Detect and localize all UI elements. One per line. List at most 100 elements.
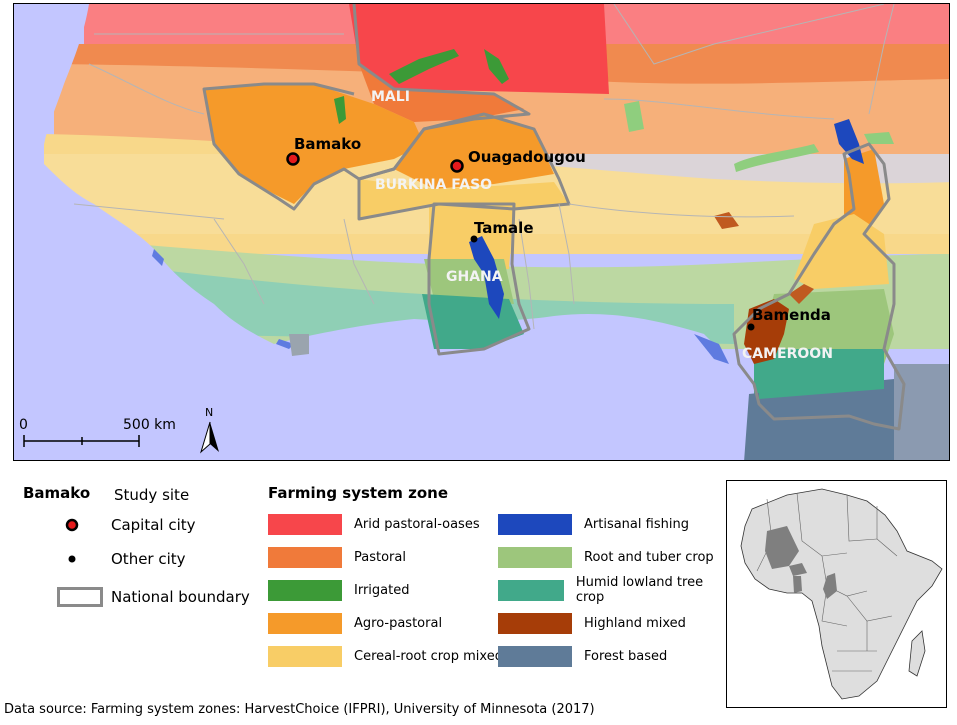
farming-zone-legend-title: Farming system zone [268, 484, 449, 502]
green-patch-chad [864, 132, 894, 144]
study-site-sample: Bamako [23, 484, 91, 502]
main-map: Bamako Ouagadougou Tamale Bamenda MALI B… [13, 3, 950, 461]
other-city-label: Other city [111, 550, 186, 568]
ghana-fishing [469, 236, 504, 319]
city-marker-bamenda [747, 323, 755, 331]
north-arrow-right [210, 422, 219, 452]
zone-legend-label: Highland mixed [584, 615, 686, 631]
cameroon-root [764, 289, 894, 364]
zone-legend-item: Root and tuber crop [498, 545, 714, 569]
green-strip-east [734, 144, 819, 172]
border-togo [518, 218, 535, 330]
border-west-1 [88, 63, 205, 115]
inset-cameroon [823, 573, 837, 599]
city-label-bamako: Bamako [294, 135, 361, 153]
data-source-note: Data source: Farming system zones: Harve… [4, 702, 595, 717]
highland-north-strip [789, 284, 814, 304]
national-boundary-label: National boundary [111, 588, 250, 606]
ib-4 [876, 506, 898, 557]
zone-legend-item: Arid pastoral-oases [268, 512, 480, 536]
capital-marker-bamako [286, 152, 300, 166]
north-arrow-icon: N [200, 406, 219, 454]
zone-legend-item: Forest based [498, 644, 667, 668]
national-boundary-swatch [57, 587, 103, 607]
coast-fishing-liberia [276, 339, 294, 349]
ib-6 [821, 585, 848, 627]
minor-borders [73, 4, 895, 330]
border-west-2 [73, 203, 225, 220]
inset-borders [756, 492, 898, 672]
capital-city-label: Capital city [111, 516, 196, 534]
country-label-cameroon: CAMEROON [742, 346, 833, 362]
scale-label-start: 0 [19, 417, 28, 433]
zone-legend-label: Pastoral [354, 549, 406, 565]
north-arrow-label: N [205, 406, 213, 419]
cameroon-agro-pastoral [844, 149, 884, 234]
mali [204, 4, 609, 204]
ghana-boundary [427, 202, 531, 356]
irrigated-3 [334, 96, 346, 124]
zone-legend-swatch [268, 579, 342, 601]
zone-legend-label: Agro-pastoral [354, 615, 443, 631]
zone-legend-swatch [268, 546, 342, 568]
city-label-bamenda: Bamenda [752, 306, 831, 324]
zone-legend-label: Humid lowland tree crop [575, 575, 704, 605]
study-site-text: Study site [114, 486, 190, 504]
scale-bar-line [23, 435, 140, 447]
other-city-icon [68, 555, 76, 563]
scale-bar: 0 500 km [19, 417, 176, 447]
border-algeria [613, 4, 885, 65]
mali-boundary [202, 4, 531, 211]
zone-legend-swatch [498, 579, 564, 601]
symbol-legend: Bamako Study site Capital city Other cit… [20, 476, 260, 626]
zone-legend-item: Humid lowland tree crop [498, 575, 718, 605]
zone-legend-item: Pastoral [268, 545, 406, 569]
mali-pastoral [359, 64, 524, 122]
capital-city-icon [65, 518, 79, 532]
zone-legend-swatch [268, 612, 342, 634]
zone-legend-swatch [268, 513, 342, 535]
africa-inset-svg [740, 488, 943, 700]
irrigated-1 [389, 49, 459, 84]
country-label-burkina: BURKINA FASO [375, 177, 492, 193]
zone-legend-swatch [498, 645, 572, 667]
irrigated-2 [484, 49, 509, 84]
zone-legend-label: Cereal-root crop mixed [354, 648, 503, 664]
border-chad [868, 4, 895, 115]
bf-agro-pastoral [394, 114, 554, 189]
cameroon-highland [744, 299, 789, 364]
city-label-ouagadougou: Ouagadougou [468, 148, 586, 166]
ocean-west [14, 4, 743, 460]
zone-legend-item: Highland mixed [498, 611, 686, 635]
country-label-mali: MALI [371, 89, 410, 105]
zone-forest-pale [894, 364, 949, 460]
zone-legend-label: Artisanal fishing [584, 516, 689, 532]
coast-fishing-nigeria [694, 334, 729, 364]
cameroon-boundary [732, 142, 906, 431]
inset-ghana [793, 576, 802, 593]
zone-legend-label: Irrigated [354, 582, 410, 598]
border-ivory [343, 218, 375, 305]
zone-legend-item: Irrigated [268, 578, 409, 602]
city-marker-tamale [470, 235, 478, 243]
map-canvas: Bamako Ouagadougou Tamale Bamenda MALI B… [14, 4, 949, 460]
grey-patch [289, 334, 309, 356]
ghana [422, 204, 524, 349]
farming-zone-legend: Farming system zone Arid pastoral-oases P… [268, 476, 718, 676]
inset-burkina [789, 563, 807, 576]
inset-mali [765, 526, 799, 569]
cameroon [744, 149, 894, 399]
cities: Bamako Ouagadougou Tamale Bamenda [286, 135, 831, 331]
zone-legend-item: Cereal-root crop mixed [268, 644, 503, 668]
zone-legend-label: Forest based [584, 648, 668, 664]
city-label-tamale: Tamale [474, 219, 534, 237]
zone-legend-item: Artisanal fishing [498, 512, 689, 536]
inset-madagascar [908, 630, 926, 677]
zone-legend-swatch [498, 546, 572, 568]
zone-legend-swatch [498, 612, 572, 634]
zone-legend-label: Arid pastoral-oases [354, 516, 480, 532]
africa-inset-map [726, 480, 947, 708]
coast-fishing-west [152, 249, 164, 266]
scale-label-end: 500 km [123, 417, 176, 433]
cameroon-humid [759, 349, 884, 399]
